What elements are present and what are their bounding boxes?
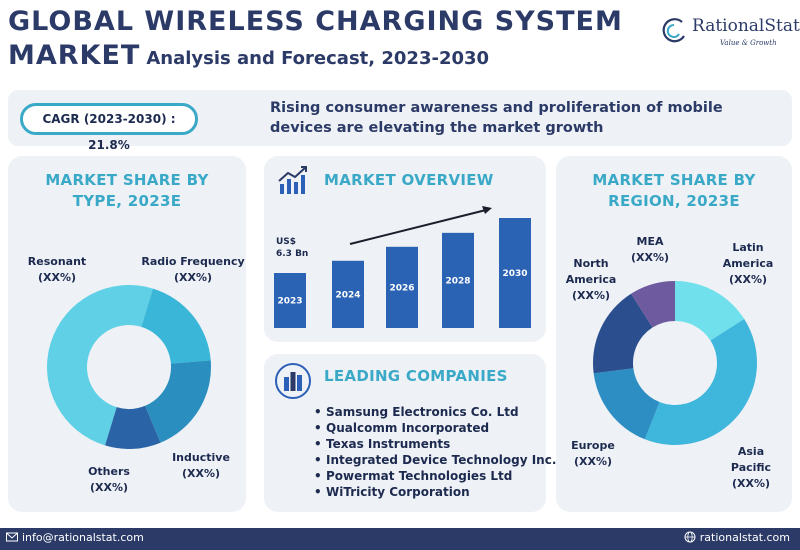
bar-2023 <box>274 273 306 328</box>
type-slice-resonant <box>47 285 153 446</box>
mail-icon <box>6 532 18 542</box>
region-panel-title: MARKET SHARE BY REGION, 2023E <box>556 170 792 212</box>
company-item: Powermat Technologies Ltd <box>314 468 556 484</box>
type-slice-others <box>105 405 161 449</box>
label-resonant: Resonant (XX%) <box>12 254 102 286</box>
bar-label-2024: 2024 <box>335 290 360 300</box>
label-north-line2: America <box>565 273 617 286</box>
footer-website-text: rationalstat.com <box>699 531 790 544</box>
label-others-name: Others <box>88 465 130 478</box>
label-rf-name: Radio Frequency <box>141 255 245 268</box>
label-rf-value: (XX%) <box>173 271 213 284</box>
label-mea-name: MEA <box>636 235 664 248</box>
label-europe-name: Europe <box>571 439 615 452</box>
panel-share-by-region: MARKET SHARE BY REGION, 2023E MEA (XX%) … <box>556 156 792 512</box>
bar-annotation-line2: 6.3 Bn <box>276 249 309 259</box>
label-resonant-value: (XX%) <box>37 271 77 284</box>
company-item: WiTricity Corporation <box>314 484 556 500</box>
panel-share-by-type: MARKET SHARE BY TYPE, 2023E Resonant (XX… <box>8 156 246 512</box>
label-mea-value: (XX%) <box>630 251 670 264</box>
footer-email[interactable]: info@rationalstat.com <box>6 531 144 544</box>
company-item: Integrated Device Technology Inc. <box>314 452 556 468</box>
type-donut-chart <box>47 285 211 449</box>
label-latin-america: Latin America (XX%) <box>712 240 784 288</box>
brand-logo[interactable]: RationalStat Value & Growth <box>660 14 800 54</box>
region-slice-latin-america <box>675 281 745 341</box>
label-north-line1: North <box>573 257 609 270</box>
label-latin-line2: America <box>722 257 774 270</box>
trend-arrow-head <box>482 206 492 214</box>
region-slice-asia-pacific <box>644 319 757 445</box>
label-inductive: Inductive (XX%) <box>158 450 244 482</box>
footer-website[interactable]: rationalstat.com <box>684 531 790 544</box>
type-slice-radio-frequency <box>141 288 211 364</box>
cagr-badge: CAGR (2023-2030) : 21.8% <box>20 103 198 152</box>
bar-annotation: US$ 6.3 Bn <box>276 236 308 260</box>
type-title-line1: MARKET SHARE BY <box>45 171 209 189</box>
region-slice-europe <box>593 368 660 440</box>
region-donut-chart <box>593 281 757 445</box>
bar-annotation-line1: US$ <box>276 237 297 247</box>
type-slice-inductive <box>145 360 211 443</box>
region-slice-mea <box>631 281 675 328</box>
label-inductive-value: (XX%) <box>181 467 221 480</box>
growth-chart-icon <box>278 166 307 194</box>
company-item: Texas Instruments <box>314 436 556 452</box>
market-overview-bar-chart: 2023 2024 2026 2028 2030 <box>274 206 531 328</box>
companies-list: Samsung Electronics Co. Ltd Qualcomm Inc… <box>314 404 556 500</box>
bar-2024 <box>332 260 364 328</box>
label-latin-value: (XX%) <box>728 273 768 286</box>
region-title-line2: REGION, 2023E <box>608 192 740 210</box>
footer-bar: info@rationalstat.com rationalstat.com <box>0 528 800 550</box>
page-title-line2: MARKET Analysis and Forecast, 2023-2030 <box>8 40 489 71</box>
bar-2028 <box>442 232 474 328</box>
logo-tagline: Value & Growth <box>720 39 777 47</box>
type-title-line2: TYPE, 2023E <box>72 192 182 210</box>
banner-text: Rising consumer awareness and proliferat… <box>270 100 723 136</box>
label-europe-value: (XX%) <box>573 455 613 468</box>
page-subtitle: Analysis and Forecast, 2023-2030 <box>146 48 490 69</box>
cagr-banner: CAGR (2023-2030) : 21.8% Rising consumer… <box>8 90 792 152</box>
footer-email-text: info@rationalstat.com <box>22 531 144 544</box>
label-radio-frequency: Radio Frequency (XX%) <box>138 254 248 286</box>
label-mea: MEA (XX%) <box>620 234 680 266</box>
label-inductive-name: Inductive <box>172 451 230 464</box>
bar-label-2026: 2026 <box>389 283 414 293</box>
region-title-line1: MARKET SHARE BY <box>592 171 756 189</box>
label-others-value: (XX%) <box>89 481 129 494</box>
bar-2030 <box>499 218 531 328</box>
page-title-line1: GLOBAL WIRELESS CHARGING SYSTEM <box>8 6 623 37</box>
label-others: Others (XX%) <box>74 464 144 496</box>
label-europe: Europe (XX%) <box>560 438 626 470</box>
label-asia-line1: Asia <box>737 445 765 458</box>
label-north-america: North America (XX%) <box>560 256 622 304</box>
logo-mark-icon <box>662 18 685 43</box>
building-icon <box>275 363 311 399</box>
label-asia-value: (XX%) <box>731 477 771 490</box>
label-latin-line1: Latin <box>732 241 764 254</box>
bar-2026 <box>386 246 418 328</box>
panel-leading-companies: LEADING COMPANIES Samsung Electronics Co… <box>264 354 556 512</box>
label-asia-line2: Pacific <box>730 461 772 474</box>
label-resonant-name: Resonant <box>27 255 87 268</box>
globe-icon <box>684 531 696 543</box>
company-item: Samsung Electronics Co. Ltd <box>314 404 556 420</box>
company-item: Qualcomm Incorporated <box>314 420 556 436</box>
companies-title: LEADING COMPANIES <box>324 367 508 385</box>
label-asia-pacific: Asia Pacific (XX%) <box>718 444 784 492</box>
title-market: MARKET <box>8 40 141 71</box>
overview-title: MARKET OVERVIEW <box>324 171 494 189</box>
trend-arrow-line <box>349 209 487 245</box>
bar-label-2030: 2030 <box>502 269 527 279</box>
bar-label-2028: 2028 <box>445 276 470 286</box>
region-slice-north-america <box>593 293 653 374</box>
logo-name: RationalStat <box>692 16 800 36</box>
bar-label-2023: 2023 <box>277 297 302 307</box>
type-panel-title: MARKET SHARE BY TYPE, 2023E <box>8 170 246 212</box>
label-north-value: (XX%) <box>571 289 611 302</box>
